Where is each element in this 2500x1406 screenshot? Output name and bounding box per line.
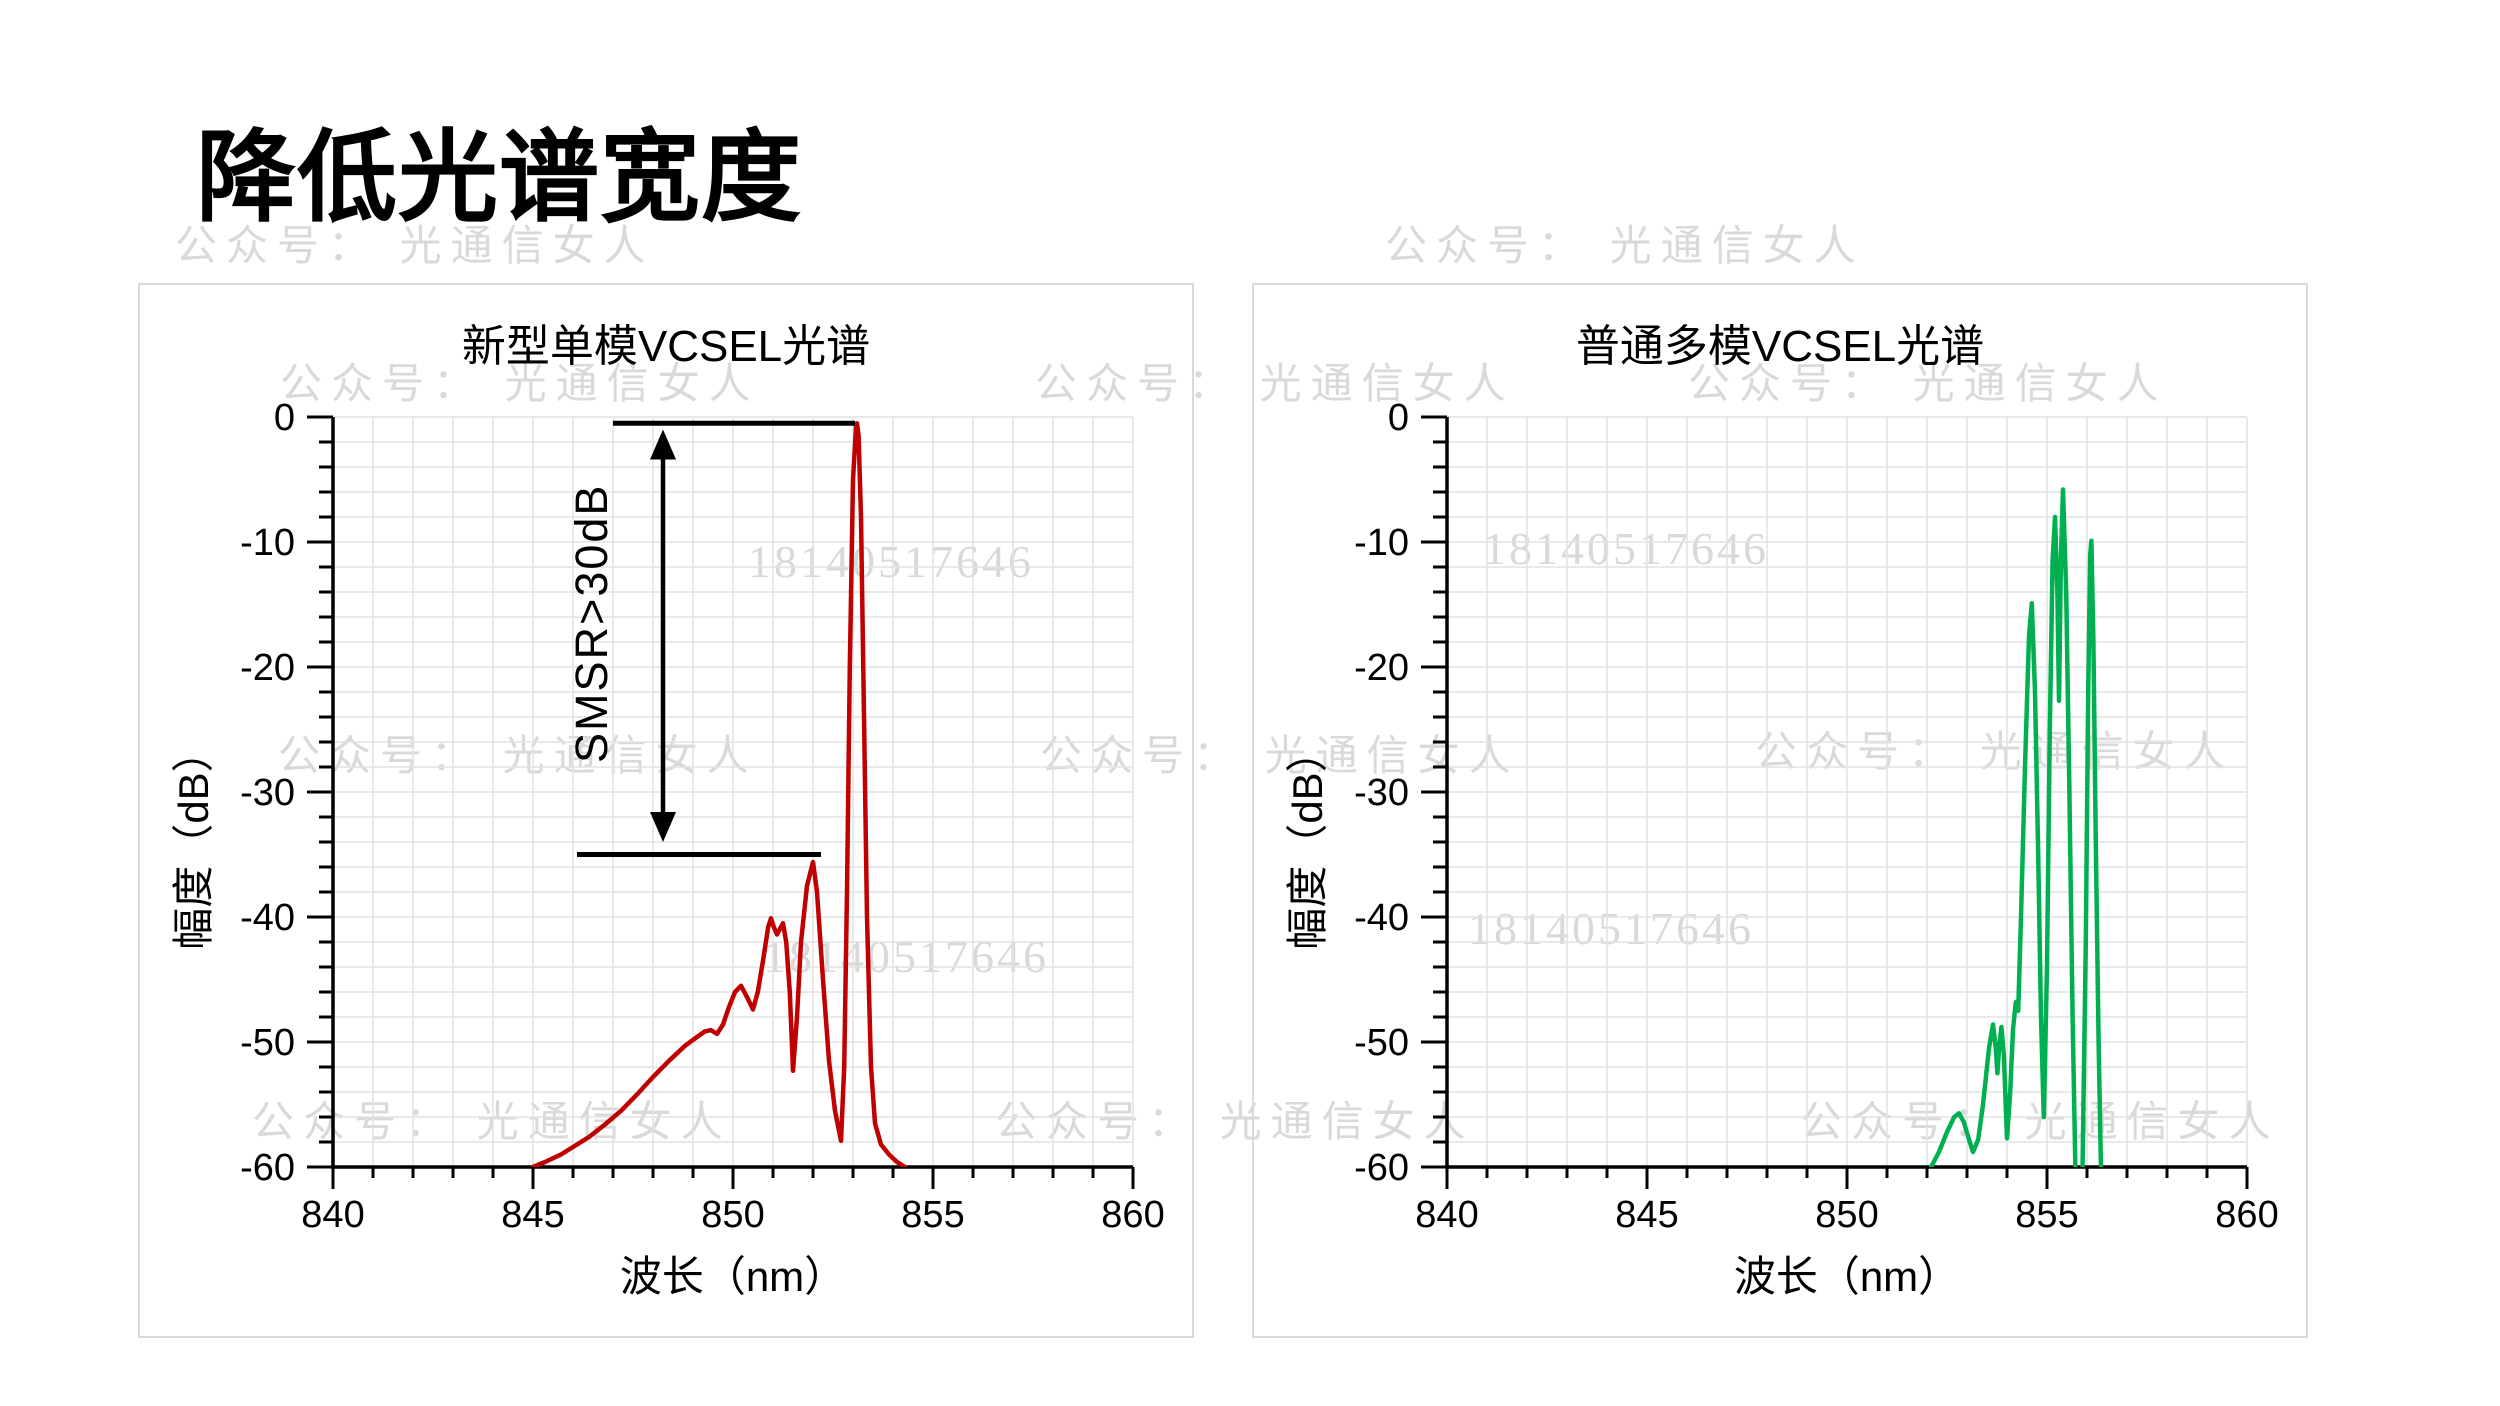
smsr-annotation-label: SMSR>30dB (566, 484, 617, 763)
y-tick-label: 0 (1388, 397, 1409, 439)
y-tick-label: 0 (274, 397, 295, 439)
y-tick-label: -40 (240, 897, 295, 939)
y-tick-label: -30 (240, 772, 295, 814)
page-title: 降低光谱宽度 (196, 122, 802, 234)
x-tick-label: 845 (1615, 1194, 1678, 1236)
y-tick-label: -60 (1354, 1147, 1409, 1189)
y-tick-label: -60 (240, 1147, 295, 1189)
y-axis-title: 幅度（dB） (170, 730, 217, 949)
x-tick-label: 855 (901, 1194, 964, 1236)
y-tick-label: -40 (1354, 897, 1409, 939)
x-tick-label: 845 (501, 1194, 564, 1236)
x-tick-label: 855 (2015, 1194, 2078, 1236)
spectrum-curve (1928, 487, 2104, 1167)
x-axis-title: 波长（nm） (1734, 1253, 1960, 1300)
arrow-down-icon (650, 812, 676, 842)
chart-panel-single-mode-vcsel: 0 -10 -20 -30 -40 -50 -60 840 845 850 855 860 波长（nm）… (138, 283, 1194, 1338)
x-tick-label: 850 (701, 1194, 764, 1236)
arrow-up-icon (650, 429, 676, 460)
y-tick-label: -50 (240, 1022, 295, 1064)
spectrum-curve (530, 421, 908, 1167)
x-tick-label: 850 (1815, 1194, 1878, 1236)
chart-panel-multi-mode-vcsel: 0 -10 -20 -30 -40 -50 -60 840 845 850 855 860 波长（nm）… (1252, 283, 2308, 1338)
x-tick-label: 840 (1415, 1194, 1478, 1236)
y-tick-label: -10 (240, 522, 295, 564)
y-axis-title: 幅度（dB） (1284, 730, 1331, 949)
y-tick-label: -10 (1354, 522, 1409, 564)
y-tick-label: -20 (240, 647, 295, 689)
x-tick-label: 860 (2215, 1194, 2278, 1236)
chart-title: 新型单模VCSEL光谱 (462, 322, 870, 371)
y-tick-label: -30 (1354, 772, 1409, 814)
y-tick-label: -50 (1354, 1022, 1409, 1064)
x-tick-label: 860 (1101, 1194, 1164, 1236)
watermark-text: 公众号： 光通信女人 (1385, 222, 1865, 269)
x-axis-title: 波长（nm） (620, 1253, 846, 1300)
y-tick-label: -20 (1354, 647, 1409, 689)
x-tick-label: 840 (301, 1194, 364, 1236)
chart-title: 普通多模VCSEL光谱 (1576, 322, 1984, 371)
